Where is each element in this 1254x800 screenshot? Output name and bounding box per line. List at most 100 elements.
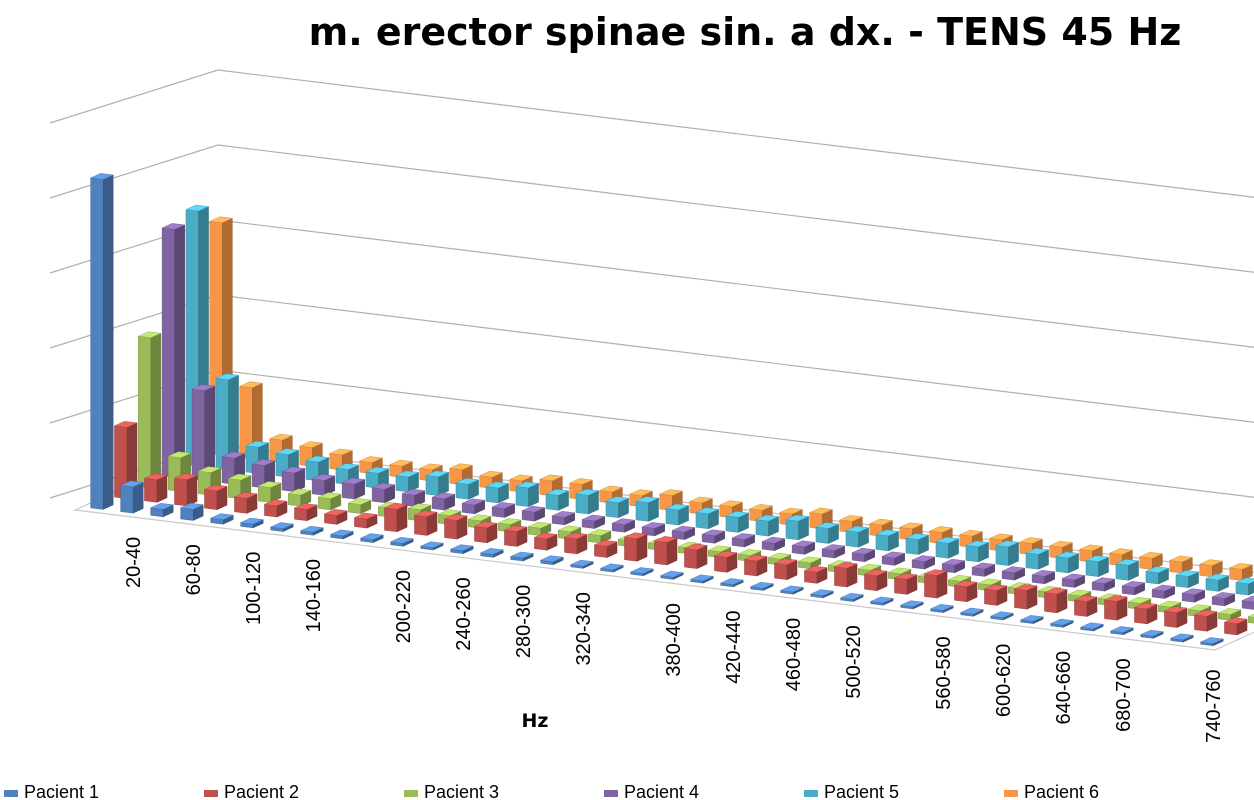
bar-pacient-1-540-560 (869, 596, 894, 606)
bar-pacient-4-540-560 (941, 558, 966, 574)
bar-pacient-4-320-340 (611, 518, 636, 533)
chart-bars (89, 173, 1254, 647)
bar-pacient-1-740-760 (1169, 633, 1194, 643)
legend-label: Pacient 1 (24, 782, 99, 800)
bar-pacient-4-500-520 (881, 551, 906, 566)
bar-pacient-1-700-720 (1109, 626, 1134, 636)
bar-pacient-5-680-700 (1175, 570, 1200, 589)
bar-pacient-4-360-380 (671, 525, 696, 540)
bar-pacient-4-740-760 (1241, 595, 1254, 610)
bar-pacient-2-160-180 (323, 509, 348, 525)
legend-item: Pacient 3 (404, 782, 499, 800)
bar-pacient-2-600-620 (983, 584, 1008, 606)
legend-item: Pacient 2 (204, 782, 299, 800)
legend-swatch (4, 790, 18, 797)
bar-pacient-2-340-360 (593, 540, 618, 558)
bar-pacient-6-700-720 (1229, 563, 1254, 581)
bar-pacient-1-180-200 (329, 529, 354, 540)
bar-pacient-2-640-660 (1043, 587, 1068, 614)
bar-pacient-5-560-580 (995, 540, 1020, 566)
bar-pacient-5-700-720 (1205, 573, 1230, 592)
bar-pacient-4-440-460 (791, 540, 816, 555)
bar-pacient-2-540-560 (893, 573, 918, 595)
bar-pacient-2-280-300 (503, 525, 528, 547)
bar-pacient-1-520-540 (839, 593, 864, 602)
bar-pacient-1-120-140 (239, 517, 264, 529)
bar-pacient-1-400-420 (659, 570, 684, 580)
legend: Pacient 1 Pacient 2 Pacient 3 Pacient 4 Paci… (4, 782, 1099, 800)
bar-pacient-4-480-500 (851, 547, 876, 563)
bar-pacient-3-460-480 (797, 556, 822, 570)
bar-pacient-5-180-200 (425, 470, 450, 496)
legend-swatch (804, 790, 818, 797)
bar-pacient-5-520-540 (935, 536, 960, 559)
bar-pacient-5-480-500 (875, 529, 900, 552)
bar-pacient-1-420-440 (689, 574, 714, 584)
legend-item: Pacient 1 (4, 782, 99, 800)
bar-pacient-2-60-80 (173, 473, 198, 507)
bar-pacient-4-460-480 (821, 544, 846, 559)
bar-pacient-3-100-120 (257, 481, 282, 503)
bar-pacient-3-740-760 (1217, 608, 1242, 621)
bar-pacient-6-680-700 (1199, 559, 1224, 578)
bar-pacient-1-320-340 (539, 555, 564, 566)
bar-pacient-4-600-620 (1031, 570, 1056, 585)
chart-walls (49, 69, 1254, 573)
bar-pacient-2-500-520 (833, 562, 858, 588)
bar-pacient-5-360-380 (695, 507, 720, 530)
bar-pacient-5-220-240 (485, 481, 510, 504)
bar-pacient-5-420-440 (785, 514, 810, 541)
bar-pacient-5-400-420 (755, 514, 780, 537)
bar-pacient-1-680-700 (1079, 622, 1104, 632)
bar-pacient-5-580-600 (1025, 547, 1050, 570)
x-tick-label: 320-340 (573, 592, 595, 665)
bar-pacient-5-720-740 (1235, 577, 1254, 596)
bar-pacient-4-720-740 (1211, 592, 1236, 607)
bar-pacient-4-380-400 (701, 529, 726, 544)
bar-pacient-5-320-340 (635, 496, 660, 522)
bar-pacient-1-340-360 (569, 559, 594, 569)
bar-pacient-1-240-260 (419, 541, 444, 551)
bar-pacient-1-620-640 (989, 611, 1014, 621)
bar-pacient-2-520-540 (863, 569, 888, 592)
bar-pacient-4-260-280 (521, 505, 546, 522)
x-tick-label: 500-520 (843, 625, 865, 698)
bar-pacient-5-300-320 (605, 496, 630, 519)
gridline (217, 69, 1254, 198)
x-axis-tick-labels: 20-40 60-80 100-120 140-160 200-220 240-260 28… (123, 537, 1225, 743)
bar-pacient-4-640-660 (1091, 577, 1116, 592)
bar-pacient-5-160-180 (395, 470, 420, 493)
bar-pacient-1-600-620 (959, 607, 984, 617)
bar-pacient-2-440-460 (743, 554, 768, 577)
bar-pacient-1-160-180 (299, 525, 324, 536)
bar-pacient-2-420-440 (713, 551, 738, 573)
bar-pacient-2-660-680 (1073, 595, 1098, 617)
bar-pacient-2-480-500 (803, 565, 828, 584)
bar-pacient-2-300-320 (533, 532, 558, 551)
legend-label: Pacient 5 (824, 782, 899, 800)
bar-pacient-5-620-640 (1085, 555, 1110, 577)
x-tick-label: 640-660 (1053, 651, 1075, 724)
x-tick-label: 560-580 (933, 636, 955, 709)
bar-pacient-1-480-500 (779, 585, 804, 595)
bar-pacient-5-340-360 (665, 503, 690, 526)
bar-pacient-1-360-380 (599, 563, 624, 573)
x-tick-label: 740-760 (1203, 669, 1225, 742)
bar-pacient-5-260-280 (545, 489, 570, 511)
x-tick-label: 200-220 (393, 570, 415, 643)
bar-pacient-1-40-60 (119, 480, 144, 514)
x-tick-label: 140-160 (303, 559, 325, 632)
bar-pacient-2-620-640 (1013, 584, 1038, 610)
bar-pacient-2-120-140 (263, 499, 288, 518)
bar-pacient-5-600-620 (1055, 551, 1080, 574)
bar-pacient-2-700-720 (1133, 602, 1158, 625)
bar-pacient-2-740-760 (1193, 609, 1218, 632)
bar-pacient-4-100-120 (281, 466, 306, 493)
bar-pacient-4-200-220 (431, 492, 456, 511)
bar-pacient-2-580-600 (953, 580, 978, 603)
bar-pacient-5-440-460 (815, 522, 840, 544)
bar-pacient-3-140-160 (317, 492, 342, 511)
bar-pacient-3-760-780 (1247, 613, 1254, 624)
bar-pacient-4-20-40 (161, 223, 186, 478)
legend-label: Pacient 4 (624, 782, 699, 800)
